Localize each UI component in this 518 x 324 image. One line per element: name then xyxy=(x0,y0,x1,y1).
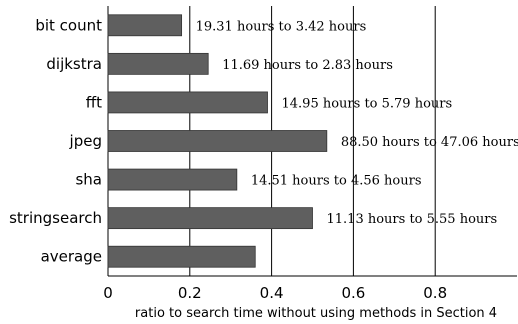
bar-annotation: 19.31 hours to 3.42 hours xyxy=(196,19,367,34)
category-label: sha xyxy=(75,171,102,189)
bar-bit-count xyxy=(107,14,183,37)
bar-annotation: 14.95 hours to 5.79 hours xyxy=(282,96,453,111)
bar-annotation: 11.13 hours to 5.55 hours xyxy=(327,212,498,227)
x-tick-label: 0 xyxy=(103,284,113,302)
bar-stringsearch xyxy=(107,207,313,230)
x-tick-labels: 0 0.2 0.4 0.6 0.8 xyxy=(103,284,447,302)
bar-annotation: 11.69 hours to 2.83 hours xyxy=(222,58,393,73)
category-label: bit count xyxy=(35,16,102,34)
bar-annotation: 88.50 hours to 47.06 hours xyxy=(341,135,518,150)
bar-average xyxy=(107,245,256,268)
category-label: fft xyxy=(86,93,102,111)
bars xyxy=(107,14,328,268)
x-axis-label: ratio to search time without using metho… xyxy=(135,306,497,321)
x-tick-label: 0.8 xyxy=(423,284,447,302)
x-tick-label: 0.2 xyxy=(178,284,202,302)
x-tick-label: 0.4 xyxy=(260,284,284,302)
bar-annotation: 14.51 hours to 4.56 hours xyxy=(251,174,422,189)
bar-dijkstra xyxy=(107,52,209,75)
category-label: average xyxy=(41,248,102,266)
category-label: stringsearch xyxy=(9,209,102,227)
bar-fft xyxy=(107,91,268,114)
category-label: dijkstra xyxy=(46,55,102,73)
bar-annotations: 19.31 hours to 3.42 hours 11.69 hours to … xyxy=(196,19,518,227)
x-tick-label: 0.6 xyxy=(341,284,365,302)
bar-jpeg xyxy=(107,130,328,152)
category-labels: bit count dijkstra fft jpeg sha stringsearch a… xyxy=(9,16,102,265)
bar-sha xyxy=(107,168,238,191)
category-label: jpeg xyxy=(69,132,102,150)
